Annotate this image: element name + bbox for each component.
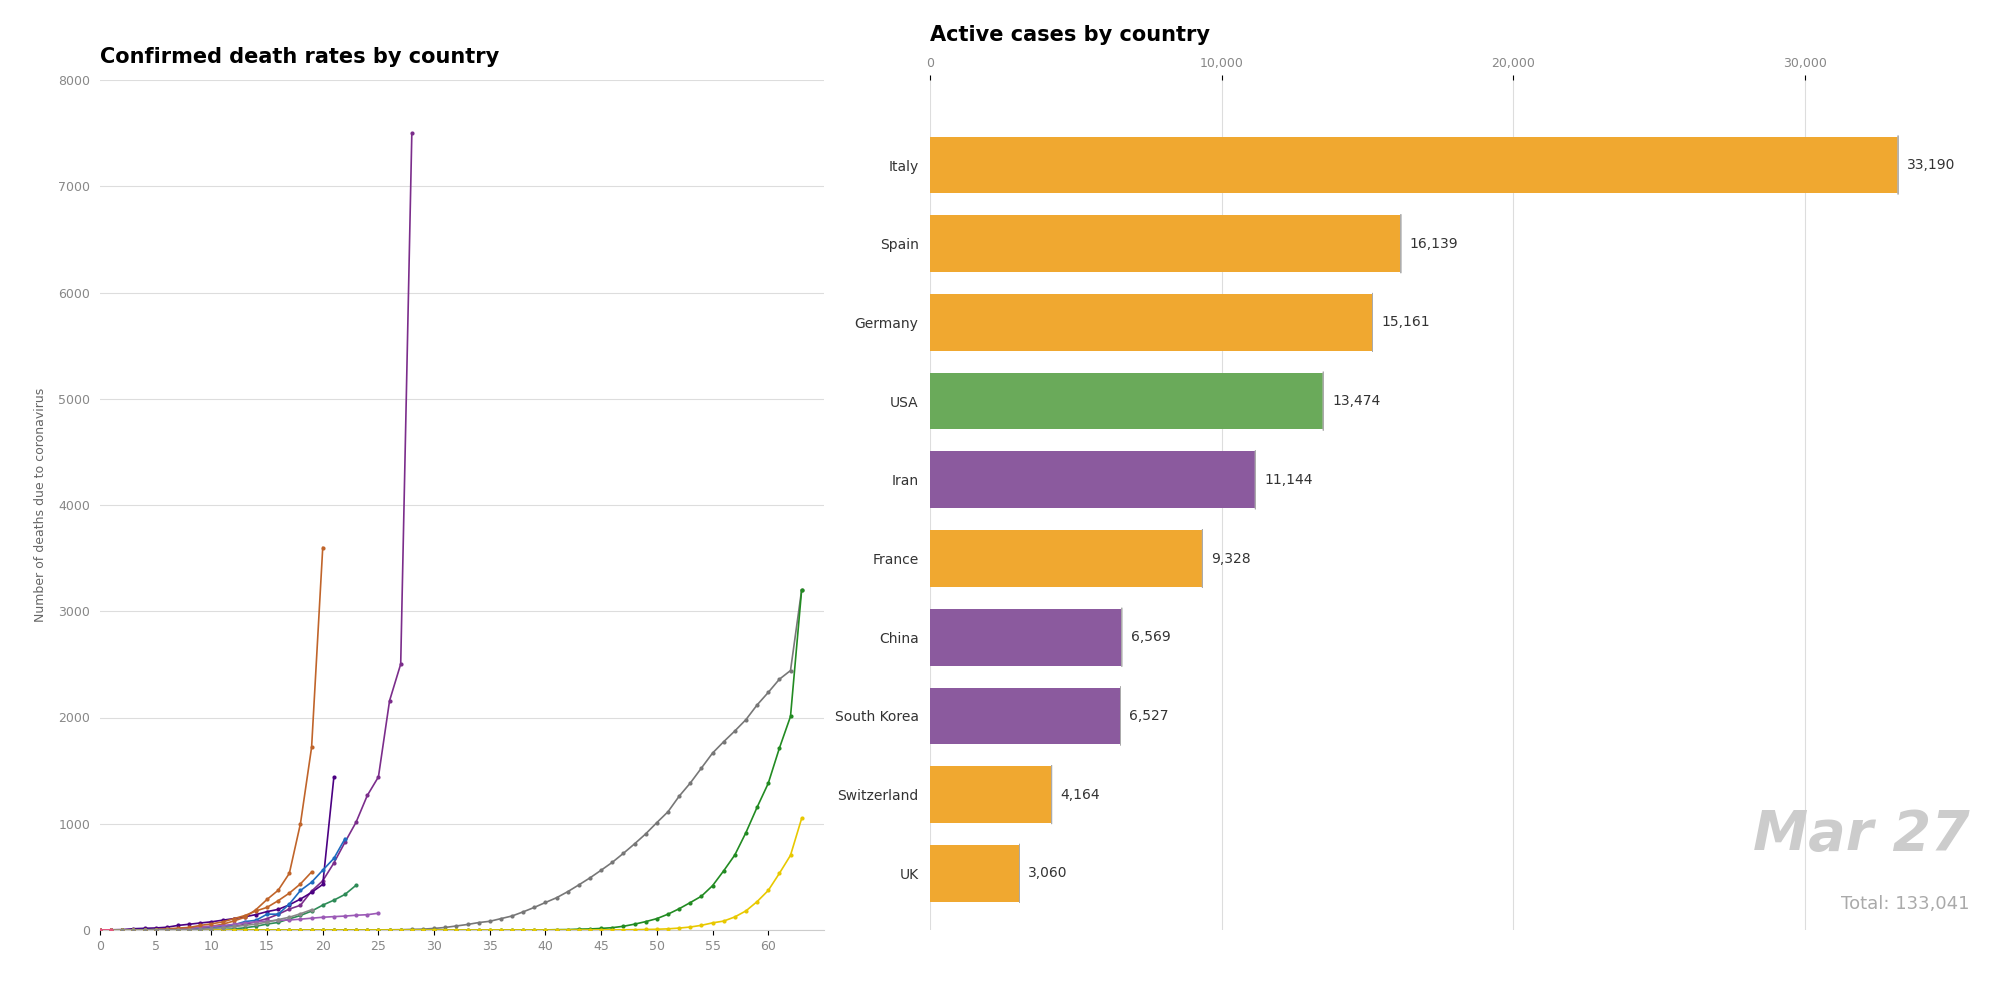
Bar (930, 373, 1324, 429)
Bar (930, 845, 1020, 902)
Text: 9,328: 9,328 (1212, 552, 1250, 566)
Text: 6,527: 6,527 (1130, 709, 1168, 723)
Bar (930, 609, 1122, 666)
Text: 33,190: 33,190 (1906, 158, 1956, 172)
Bar (930, 530, 1202, 587)
Text: 11,144: 11,144 (1264, 473, 1312, 487)
Text: 16,139: 16,139 (1410, 237, 1458, 251)
Text: 15,161: 15,161 (1382, 315, 1430, 329)
Text: 3,060: 3,060 (1028, 866, 1068, 880)
Text: 4,164: 4,164 (1060, 788, 1100, 802)
Bar (930, 137, 1898, 193)
Bar (930, 294, 1372, 351)
Text: Mar 27: Mar 27 (1752, 808, 1970, 862)
Text: 13,474: 13,474 (1332, 394, 1380, 408)
Text: Total: 133,041: Total: 133,041 (1842, 895, 1970, 913)
Bar (930, 766, 1052, 823)
Text: Confirmed death rates by country: Confirmed death rates by country (100, 47, 500, 67)
Text: Active cases by country: Active cases by country (930, 25, 1210, 45)
Bar (930, 688, 1120, 744)
Bar (930, 451, 1256, 508)
Text: 6,569: 6,569 (1130, 630, 1170, 644)
Y-axis label: Number of deaths due to coronavirus: Number of deaths due to coronavirus (34, 388, 48, 622)
Bar (930, 215, 1400, 272)
